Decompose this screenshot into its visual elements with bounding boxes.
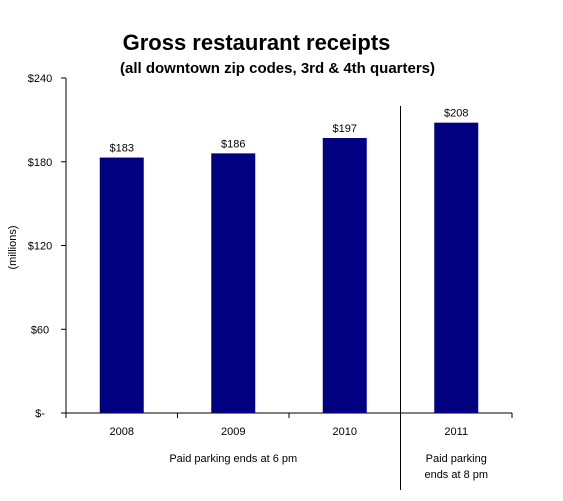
bar [99,157,144,413]
chart-title: Gross restaurant receipts [122,30,391,55]
x-tick-label: 2008 [110,426,134,438]
bar-value-label: $183 [110,143,134,155]
y-tick-label: $60 [31,324,49,336]
y-tick-label: $240 [28,73,52,85]
y-axis-label: (millions) [7,226,19,270]
bar-value-label: $197 [333,123,357,135]
annotation-label: ends at 8 pm [424,469,488,481]
bar [211,153,256,413]
annotation-label: Paid parking ends at 6 pm [169,453,297,465]
y-tick-label: $- [35,408,45,420]
bar [434,122,479,414]
bar [322,138,367,414]
chart-subtitle: (all downtown zip codes, 3rd & 4th quart… [119,60,436,77]
x-tick-label: 2010 [333,426,357,438]
annotation-label: Paid parking [426,453,487,465]
y-tick-label: $180 [28,157,52,169]
x-tick-label: 2009 [221,426,245,438]
bar-value-label: $186 [221,138,245,150]
x-tick-label: 2011 [444,426,468,438]
y-tick-label: $120 [28,241,52,253]
bar-value-label: $208 [444,108,468,120]
